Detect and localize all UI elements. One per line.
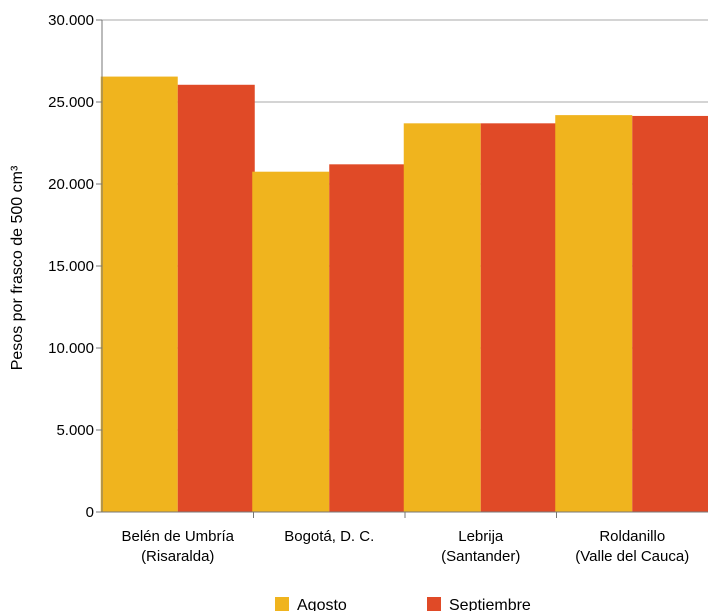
bar-agosto [100,76,178,512]
x-category-label: Roldanillo [599,528,665,545]
y-tick-label: 10.000 [48,340,94,357]
legend-label-septiembre: Septiembre [449,597,531,611]
x-category-label: Lebrija [458,528,504,545]
x-category-label: (Risaralda) [141,548,214,565]
bar-septiembre [177,84,255,512]
y-tick-label: 15.000 [48,258,94,275]
x-category-label: (Santander) [441,548,520,565]
axes [96,19,708,518]
legend-swatch-septiembre [427,597,441,611]
x-category-label: Belén de Umbría [121,528,234,545]
y-tick-label: 25.000 [48,94,94,111]
legend-swatch-agosto [275,597,289,611]
x-category-label: Bogotá, D. C. [284,528,374,545]
bar-septiembre [329,164,407,512]
y-tick-label: 0 [86,504,94,521]
bar-septiembre [480,123,558,512]
x-category-labels: Belén de Umbría (Risaralda) Bogotá, D. C. L… [121,528,689,565]
y-tick-label: 20.000 [48,176,94,193]
y-tick-label: 5.000 [56,422,94,439]
x-category-label: (Valle del Cauca) [575,548,689,565]
y-tick-label: 30.000 [48,12,94,29]
legend: Agosto Septiembre [275,597,531,611]
bar-agosto [555,115,633,513]
bar-agosto [403,123,481,512]
y-axis-label: Pesos por frasco de 500 cm³ [9,165,26,370]
bars [100,76,708,513]
bar-septiembre [632,115,708,512]
legend-label-agosto: Agosto [297,597,347,611]
y-tick-labels: 0 5.000 10.000 15.000 20.000 25.000 30.000 [48,12,94,521]
bar-agosto [252,171,330,512]
